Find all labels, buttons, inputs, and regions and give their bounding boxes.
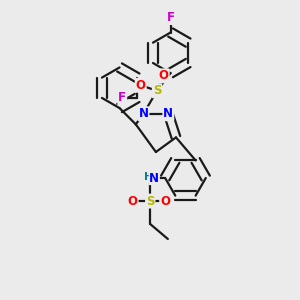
Text: O: O (159, 69, 169, 82)
Text: S: S (146, 194, 154, 208)
Text: F: F (167, 11, 175, 24)
Text: H: H (145, 172, 153, 182)
Text: N: N (139, 107, 148, 120)
Text: S: S (153, 84, 161, 97)
Text: F: F (118, 92, 126, 104)
Text: O: O (160, 194, 170, 208)
Text: N: N (149, 172, 159, 184)
Text: O: O (128, 194, 138, 208)
Text: N: N (163, 107, 173, 120)
Text: O: O (136, 79, 146, 92)
